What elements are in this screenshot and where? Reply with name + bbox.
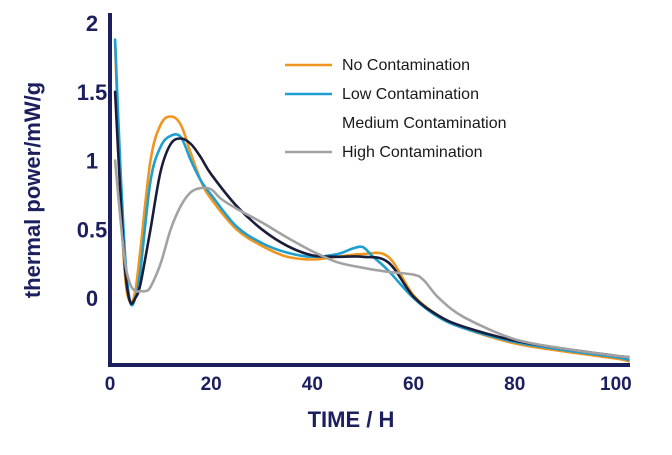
x-tick-label: 100 [600,374,632,395]
y-tick-label: 2 [86,11,98,36]
legend: No Contamination Low Contamination Medium … [285,57,507,161]
x-tick-label: 80 [504,374,525,395]
legend-label-high-contamination: High Contamination [342,144,483,161]
series-line-high-contamination [113,159,630,359]
legend-label-low-contamination: Low Contamination [342,86,479,103]
y-tick-labels: 0 0.5 1 1.5 2 [77,11,108,311]
x-tick-label: 60 [403,374,424,395]
x-axis-title: TIME / H [308,407,395,432]
plot-area [113,38,630,363]
legend-label-no-contamination: No Contamination [342,57,470,74]
y-tick-label: 1 [86,149,98,174]
legend-label-medium-contamination: Medium Contamination [342,115,507,132]
y-tick-label: 0.5 [77,217,108,242]
y-tick-label: 0 [86,286,98,311]
series-line-medium-contamination [113,90,630,359]
x-tick-label: 20 [201,374,222,395]
x-tick-label: 0 [105,374,116,395]
x-tick-label: 40 [302,374,323,395]
y-tick-label: 1.5 [77,80,108,105]
x-tick-labels: 0 20 40 60 80 100 [105,374,632,395]
y-axis-title: thermal power/mW/g [20,82,45,298]
